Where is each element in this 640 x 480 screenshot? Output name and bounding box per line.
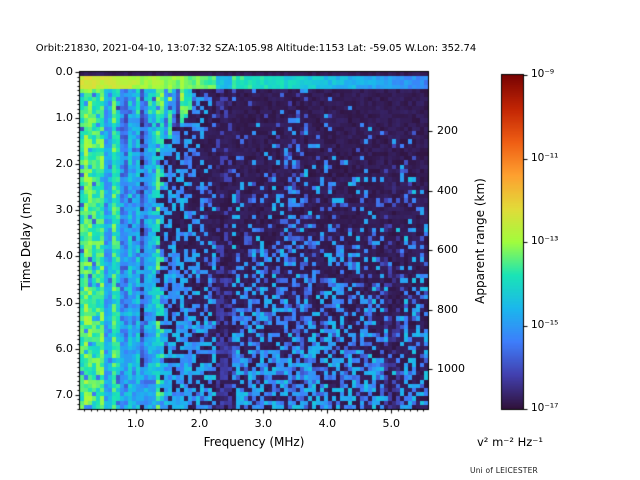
- colorbar-tick-label: 10⁻¹⁵: [531, 318, 559, 331]
- x-tick-label: 3.0: [254, 417, 273, 430]
- y-tick-label-left: 7.0: [55, 387, 74, 401]
- y-tick-label-right: 800: [437, 302, 458, 316]
- x-tick-label: 4.0: [318, 417, 337, 430]
- y-tick-label-left: 2.0: [55, 157, 74, 171]
- y-tick-label-right: 400: [437, 183, 458, 197]
- y-tick-label-right: 1000: [437, 362, 465, 376]
- y-tick-label-left: 0.0: [55, 65, 74, 78]
- y-axis-label-time-delay: Time Delay (ms): [19, 191, 33, 291]
- y-tick-label-left: 6.0: [55, 341, 74, 355]
- plot-title: Orbit:21830, 2021-04-10, 13:07:32 SZA:10…: [35, 43, 477, 54]
- colorbar-tick-label: 10⁻⁹: [531, 68, 555, 80]
- y-tick-label-left: 3.0: [55, 203, 74, 217]
- x-axis-label: Frequency (MHz): [203, 435, 305, 449]
- x-tick-label: 2.0: [190, 417, 209, 430]
- credit-label: Uni of LEICESTER: [470, 466, 538, 475]
- y-tick-label-left: 1.0: [55, 111, 74, 125]
- y-tick-label-right: 600: [437, 243, 458, 257]
- colorbar-tick-label: 10⁻¹⁷: [531, 402, 559, 414]
- x-tick-label: 1.0: [126, 417, 145, 430]
- y-tick-label-right: 200: [437, 124, 458, 138]
- y-tick-label-left: 4.0: [55, 249, 74, 263]
- x-tick-label: 5.0: [382, 417, 401, 430]
- y-tick-label-left: 5.0: [55, 295, 74, 309]
- colorbar-tick-label: 10⁻¹³: [531, 235, 559, 247]
- colorbar-unit-label: v² m⁻² Hz⁻¹: [477, 435, 543, 449]
- colorbar-tick-label: 10⁻¹¹: [531, 151, 559, 164]
